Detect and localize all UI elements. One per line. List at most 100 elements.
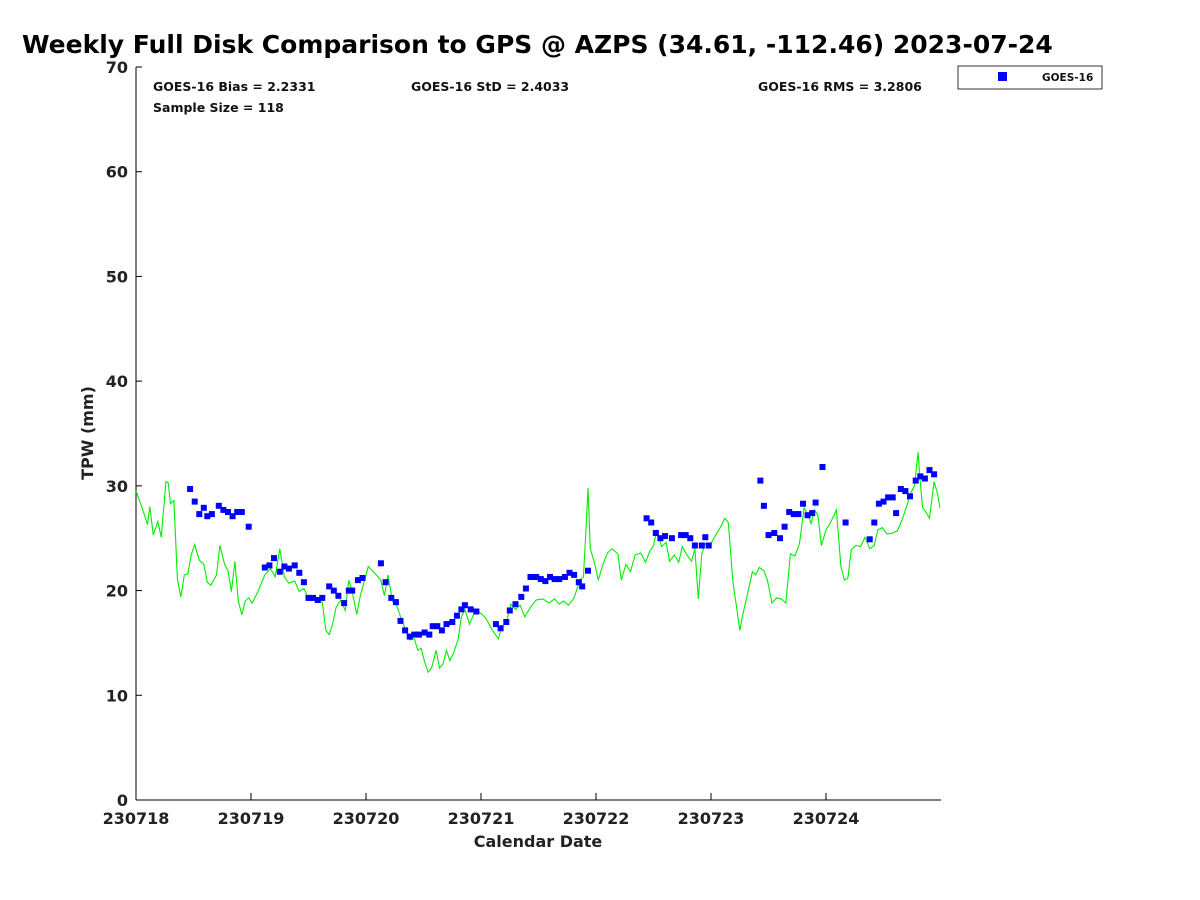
goes16-point (215, 502, 222, 509)
gps-tpw-line (135, 452, 941, 674)
gps-line-layer (135, 452, 941, 674)
goes16-point (527, 574, 534, 580)
goes16-point (921, 475, 928, 482)
goes16-point (678, 532, 685, 539)
goes16-point (335, 592, 342, 599)
goes16-point (819, 464, 826, 470)
y-tick-label: 50 (106, 267, 128, 286)
goes16-point (875, 500, 882, 507)
goes16-point (411, 631, 418, 638)
goes16-point (885, 494, 892, 501)
goes16-point (880, 498, 887, 505)
goes16-point-layer (187, 464, 938, 640)
goes16-point (443, 621, 450, 628)
goes16-point (551, 576, 558, 583)
goes16-point (421, 629, 428, 636)
goes16-point (345, 587, 352, 594)
y-tick-label: 40 (106, 372, 128, 391)
goes16-point (359, 575, 366, 581)
goes16-point (902, 488, 909, 495)
y-tick-label: 70 (106, 58, 128, 77)
goes16-point (305, 594, 312, 601)
y-tick-label: 10 (106, 686, 128, 705)
goes16-point (341, 600, 348, 607)
goes16-point (310, 594, 317, 601)
goes16-point (406, 633, 413, 640)
goes16-point (200, 504, 207, 511)
x-tick-label: 230723 (678, 809, 745, 828)
legend-label-goes16: GOES-16 (1042, 72, 1093, 84)
goes16-point (561, 574, 568, 580)
goes16-point (771, 530, 778, 536)
goes16-point (652, 530, 659, 536)
goes16-point (643, 515, 650, 522)
goes16-point (434, 623, 441, 630)
goes16-point (296, 569, 303, 576)
goes16-point (765, 532, 772, 539)
legend-marker-square-icon (998, 72, 1007, 81)
goes16-point (662, 533, 668, 540)
rms-stat: GOES-16 RMS = 3.2806 (758, 79, 922, 94)
goes16-point (319, 594, 326, 601)
goes16-point (786, 509, 793, 515)
goes16-point (682, 532, 689, 539)
goes16-point (453, 612, 460, 619)
goes16-point (261, 564, 268, 571)
y-tick-label: 20 (106, 582, 128, 601)
goes16-point (438, 627, 445, 634)
std-stat: GOES-16 StD = 2.4033 (411, 79, 569, 94)
goes16-point (795, 511, 802, 518)
goes16-point (687, 535, 694, 542)
goes16-point (575, 579, 582, 586)
goes16-point (522, 585, 529, 592)
goes16-point (467, 606, 474, 613)
goes16-point (392, 599, 399, 606)
legend: GOES-16 (957, 65, 1103, 90)
goes16-point (196, 511, 203, 518)
goes16-point (790, 511, 797, 518)
goes16-point (402, 627, 409, 634)
goes16-point (866, 536, 873, 543)
goes16-point (354, 577, 361, 584)
goes16-point (191, 498, 198, 505)
goes16-point (473, 608, 480, 615)
goes16-point (276, 568, 283, 575)
goes16-point (225, 509, 231, 515)
goes16-point (537, 576, 544, 583)
goes16-point (702, 534, 709, 541)
goes16-point (585, 567, 591, 574)
goes16-point (382, 579, 389, 586)
x-tick-label: 230722 (563, 809, 630, 828)
goes16-point (245, 523, 252, 530)
goes16-point (571, 571, 578, 578)
x-axis-label: Calendar Date (474, 832, 603, 851)
goes16-point (204, 513, 211, 520)
goes16-point (234, 509, 241, 515)
x-tick-label: 230718 (103, 809, 170, 828)
goes16-point (492, 621, 499, 628)
goes16-point (542, 578, 549, 585)
goes16-point (497, 625, 504, 632)
goes16-point (429, 623, 436, 630)
goes16-point (461, 602, 468, 609)
y-tick-label: 30 (106, 477, 128, 496)
goes16-point (657, 535, 664, 542)
y-tick-label: 60 (106, 163, 128, 182)
goes16-point (547, 574, 553, 580)
goes16-point (229, 513, 236, 520)
goes16-point (449, 619, 456, 625)
goes16-point (518, 593, 525, 600)
goes16-point (648, 519, 655, 526)
goes16-point (330, 587, 337, 594)
goes16-point (377, 560, 384, 567)
x-tick-label: 230721 (448, 809, 515, 828)
goes16-point (809, 510, 816, 517)
x-tick-label: 230719 (218, 809, 285, 828)
bias-stat: GOES-16 Bias = 2.2331 (153, 79, 315, 94)
chart-title: Weekly Full Disk Comparison to GPS @ AZP… (22, 30, 1053, 59)
goes16-point (266, 562, 273, 569)
goes16-point (668, 535, 675, 542)
goes16-point (187, 486, 194, 492)
goes16-point (912, 477, 919, 484)
